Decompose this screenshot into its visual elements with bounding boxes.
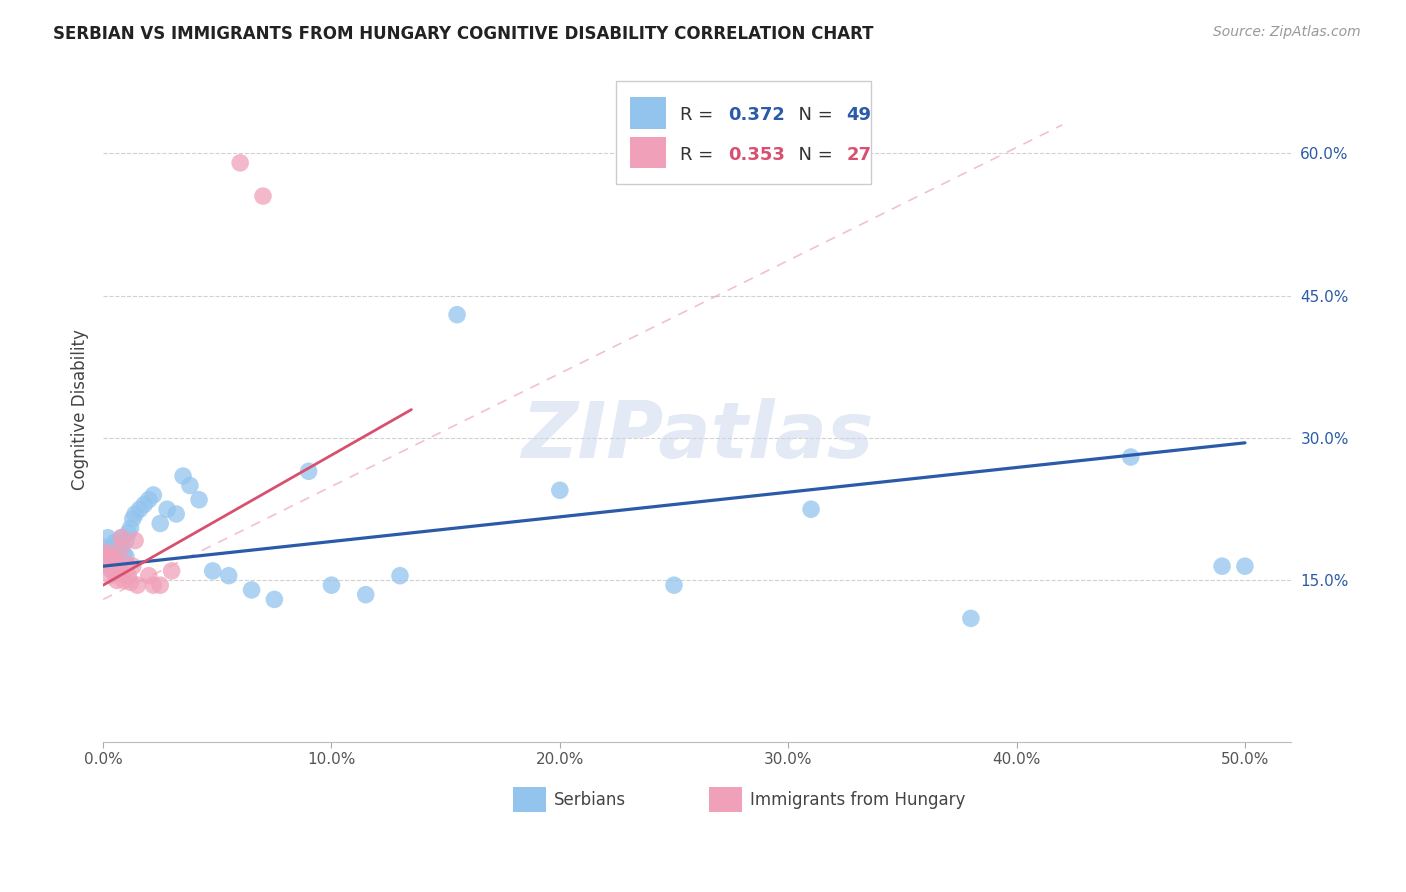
Point	[103, 547, 125, 561]
Point	[103, 562, 125, 576]
Point	[101, 549, 124, 564]
Point	[94, 545, 117, 559]
Point	[108, 566, 131, 580]
Point	[960, 611, 983, 625]
Point	[101, 564, 124, 578]
Point	[179, 478, 201, 492]
Point	[103, 535, 125, 549]
Point	[110, 531, 132, 545]
Bar	[630, 96, 666, 128]
Point	[124, 507, 146, 521]
Point	[548, 483, 571, 498]
Text: R =: R =	[681, 146, 720, 164]
Text: Immigrants from Hungary: Immigrants from Hungary	[751, 790, 966, 808]
Point	[218, 568, 240, 582]
Bar	[630, 136, 666, 169]
Point	[1211, 559, 1233, 574]
Point	[142, 488, 165, 502]
Point	[105, 552, 128, 566]
Point	[108, 557, 131, 571]
Point	[105, 559, 128, 574]
FancyBboxPatch shape	[616, 81, 872, 184]
Point	[117, 568, 139, 582]
Point	[97, 549, 120, 564]
Point	[201, 564, 224, 578]
Text: Serbians: Serbians	[554, 790, 627, 808]
Point	[240, 582, 263, 597]
Point	[117, 526, 139, 541]
Text: N =: N =	[787, 106, 838, 124]
Text: ZIPatlas: ZIPatlas	[520, 398, 873, 475]
Point	[97, 531, 120, 545]
Y-axis label: Cognitive Disability: Cognitive Disability	[72, 329, 89, 490]
Point	[354, 588, 377, 602]
Point	[101, 540, 124, 554]
Text: SERBIAN VS IMMIGRANTS FROM HUNGARY COGNITIVE DISABILITY CORRELATION CHART: SERBIAN VS IMMIGRANTS FROM HUNGARY COGNI…	[53, 25, 875, 43]
Point	[149, 516, 172, 531]
Bar	[709, 787, 742, 813]
Point	[252, 189, 274, 203]
Point	[98, 559, 121, 574]
Text: R =: R =	[681, 106, 720, 124]
Point	[110, 540, 132, 554]
Point	[388, 568, 411, 582]
Point	[156, 502, 179, 516]
Point	[446, 308, 468, 322]
Text: N =: N =	[787, 146, 838, 164]
Point	[101, 564, 124, 578]
Point	[98, 554, 121, 568]
Point	[115, 557, 138, 571]
Point	[121, 559, 143, 574]
Point	[110, 531, 132, 545]
Bar	[513, 787, 546, 813]
Text: 0.353: 0.353	[728, 146, 785, 164]
Point	[121, 512, 143, 526]
Text: 0.372: 0.372	[728, 106, 785, 124]
Point	[1119, 450, 1142, 464]
Point	[1233, 559, 1256, 574]
Point	[662, 578, 685, 592]
Point	[98, 554, 121, 568]
Point	[188, 492, 211, 507]
Point	[165, 507, 187, 521]
Point	[128, 502, 150, 516]
Point	[263, 592, 285, 607]
Point	[321, 578, 343, 592]
Point	[98, 568, 121, 582]
Point	[138, 568, 160, 582]
Point	[98, 545, 121, 559]
Point	[800, 502, 823, 516]
Point	[94, 540, 117, 554]
Point	[124, 533, 146, 548]
Point	[172, 469, 194, 483]
Text: 49: 49	[846, 106, 872, 124]
Point	[112, 547, 135, 561]
Point	[108, 537, 131, 551]
Point	[120, 575, 142, 590]
Point	[298, 464, 321, 478]
Point	[97, 549, 120, 564]
Point	[134, 498, 156, 512]
Point	[105, 574, 128, 588]
Point	[149, 578, 172, 592]
Point	[112, 574, 135, 588]
Text: 27: 27	[846, 146, 872, 164]
Point	[229, 156, 252, 170]
Text: Source: ZipAtlas.com: Source: ZipAtlas.com	[1213, 25, 1361, 39]
Point	[138, 492, 160, 507]
Point	[97, 559, 120, 574]
Point	[160, 564, 183, 578]
Point	[115, 533, 138, 548]
Point	[105, 543, 128, 558]
Point	[120, 521, 142, 535]
Point	[101, 549, 124, 564]
Point	[115, 549, 138, 564]
Point	[103, 552, 125, 566]
Point	[127, 578, 149, 592]
Point	[142, 578, 165, 592]
